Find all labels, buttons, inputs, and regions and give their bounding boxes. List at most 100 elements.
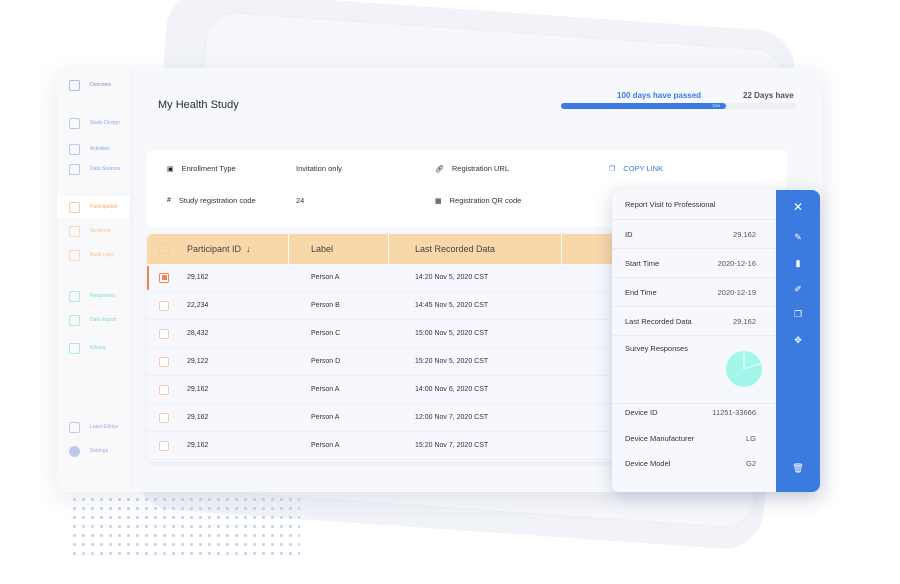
row-checkbox[interactable] [159, 300, 169, 311]
participant-id: 29,122 [187, 358, 209, 365]
table-row[interactable]: 29,162 Person A 12:00 Nov 7, 2020 CST [147, 404, 667, 432]
sidebar-item-participation[interactable]: Participation [57, 196, 130, 218]
sidebar-icon [69, 163, 80, 175]
row-checkbox[interactable] [159, 328, 169, 339]
table-row[interactable]: 28,432 Person C 15:00 Nov 5, 2020 CST [147, 320, 667, 348]
participants-table: Participant ID ↓ Label Last Recorded Dat… [147, 234, 667, 462]
last-recorded: 15:20 Nov 5, 2020 CST [415, 358, 489, 365]
detail-device-model: Device Model G2 [625, 459, 756, 468]
dot-pattern [70, 495, 300, 555]
survey-pie-chart [726, 351, 762, 387]
enrollment-type-value: Invitation only [296, 164, 342, 173]
sidebar-item-responses[interactable]: Responses [57, 285, 130, 307]
participant-id: 29,162 [187, 386, 209, 393]
participant-label: Person B [311, 302, 340, 309]
row-checkbox[interactable] [159, 356, 169, 367]
file-icon[interactable]: ▮ [795, 258, 801, 268]
participant-id: 29,162 [187, 274, 209, 281]
last-recorded: 15:20 Nov 7, 2020 CST [415, 442, 489, 449]
sidebar-icon [69, 342, 80, 354]
sidebar-icon [69, 290, 80, 302]
select-all-checkbox[interactable] [159, 244, 169, 254]
detail-end-time: End Time 2020-12-19 [612, 278, 776, 307]
pie-slice-divider [743, 351, 762, 370]
sidebar-item-settings[interactable]: Settings [57, 440, 130, 462]
page-title: My Health Study [158, 99, 239, 111]
sidebar-item-label: Settings [90, 448, 109, 454]
sidebar: Overview Study Design Activities Data Sourc… [57, 68, 130, 492]
copy-link-button[interactable]: ❐ COPY LINK [609, 164, 664, 173]
last-recorded: 12:00 Nov 7, 2020 CST [415, 414, 489, 421]
sidebar-item-label: Study Design [90, 120, 120, 126]
participant-label: Person A [311, 442, 340, 449]
sidebar-item-overview[interactable]: Overview [57, 74, 130, 96]
table-row[interactable]: 29,122 Person D 15:20 Nov 5, 2020 CST [147, 348, 667, 376]
participant-label: Person A [311, 274, 340, 281]
hash-icon: # [167, 197, 171, 204]
table-row[interactable]: 29,162 Person A 15:20 Nov 7, 2020 CST [147, 432, 667, 460]
trash-icon[interactable]: 🗑︎ [792, 463, 804, 473]
progress-fill: 70% [561, 103, 727, 109]
participant-detail-panel: Report Visit to Professional ID 29,162 Sta… [612, 190, 820, 492]
last-recorded: 15:00 Nov 5, 2020 CST [415, 330, 489, 337]
sort-down-icon[interactable]: ↓ [246, 244, 251, 254]
panel-title: Report Visit to Professional [612, 190, 776, 220]
sidebar-icon [69, 445, 80, 457]
survey-responses: Survey Responses [612, 336, 776, 404]
sidebar-icon [69, 225, 80, 237]
sidebar-item-sessions[interactable]: Sessions [57, 220, 130, 242]
enrollment-type-label: ▣ Enrollment Type [167, 164, 236, 173]
table-row[interactable]: 29,162 Person A 14:00 Nov 6, 2020 CST [147, 376, 667, 404]
remaining-label: 22 Days have [743, 91, 794, 100]
sidebar-icon [69, 79, 80, 91]
sidebar-item-label: Activities [90, 146, 110, 152]
row-checkbox[interactable] [159, 440, 169, 451]
lock-icon: ▣ [167, 165, 174, 173]
file-edit-icon[interactable]: ✐ [794, 284, 802, 294]
sidebar-item-label: Audit Logs [90, 252, 114, 258]
participant-label: Person A [311, 414, 340, 421]
sidebar-item-kibana[interactable]: Kibana [57, 337, 130, 359]
detail-device-id: Device ID 11251-33666 [625, 408, 756, 417]
row-checkbox[interactable] [159, 384, 169, 395]
sidebar-item-study-design[interactable]: Study Design [57, 112, 130, 134]
sidebar-item-label: Overview [90, 82, 111, 88]
sidebar-item-label: Data Export [90, 317, 117, 323]
participant-id: 22,234 [187, 302, 209, 309]
link-icon: 🔗︎ [435, 165, 444, 173]
last-recorded: 14:00 Nov 6, 2020 CST [415, 386, 489, 393]
progress-text: 70% [712, 103, 721, 108]
last-recorded: 14:45 Nov 5, 2020 CST [415, 302, 489, 309]
sidebar-icon [69, 314, 80, 326]
sidebar-item-label: Sessions [90, 228, 111, 234]
sidebar-item-learn-ethica[interactable]: Learn Ethica [57, 416, 130, 438]
progress-bar: 70% [561, 103, 797, 109]
copy-icon[interactable]: ❐ [793, 309, 803, 319]
row-checkbox[interactable] [159, 412, 169, 423]
sidebar-item-label: Kibana [90, 345, 106, 351]
sidebar-item-activities[interactable]: Activities [57, 138, 130, 160]
table-row[interactable]: 22,234 Person B 14:45 Nov 5, 2020 CST [147, 292, 667, 320]
sidebar-item-data-export[interactable]: Data Export [57, 309, 130, 331]
table-header: Participant ID ↓ Label Last Recorded Dat… [147, 234, 667, 264]
close-icon[interactable]: ✕ [792, 200, 804, 214]
sidebar-item-label: Participation [90, 204, 118, 210]
sidebar-icon [69, 143, 80, 155]
sidebar-item-label: Responses [90, 293, 116, 299]
column-participant-id[interactable]: Participant ID ↓ [147, 234, 289, 264]
row-checkbox[interactable] [159, 272, 169, 283]
move-icon[interactable]: ✥ [794, 335, 802, 345]
study-info-card: ▣ Enrollment Type Invitation only # Study … [147, 150, 787, 227]
edit-icon[interactable]: ✎ [794, 232, 802, 242]
sidebar-icon [69, 421, 80, 433]
table-row[interactable]: 29,162 Person A 14:20 Nov 5, 2020 CST [147, 264, 667, 292]
copy-icon: ❐ [609, 165, 616, 173]
column-label[interactable]: Label [289, 234, 389, 264]
column-last-recorded[interactable]: Last Recorded Data [389, 234, 562, 264]
participant-label: Person D [311, 358, 341, 365]
progress-label: 100 days have passed [617, 91, 702, 100]
sidebar-item-audit-logs[interactable]: Audit Logs [57, 244, 130, 266]
sidebar-icon [69, 201, 80, 213]
sidebar-item-data-sources[interactable]: Data Sources [57, 158, 130, 180]
detail-id: ID 29,162 [612, 220, 776, 249]
